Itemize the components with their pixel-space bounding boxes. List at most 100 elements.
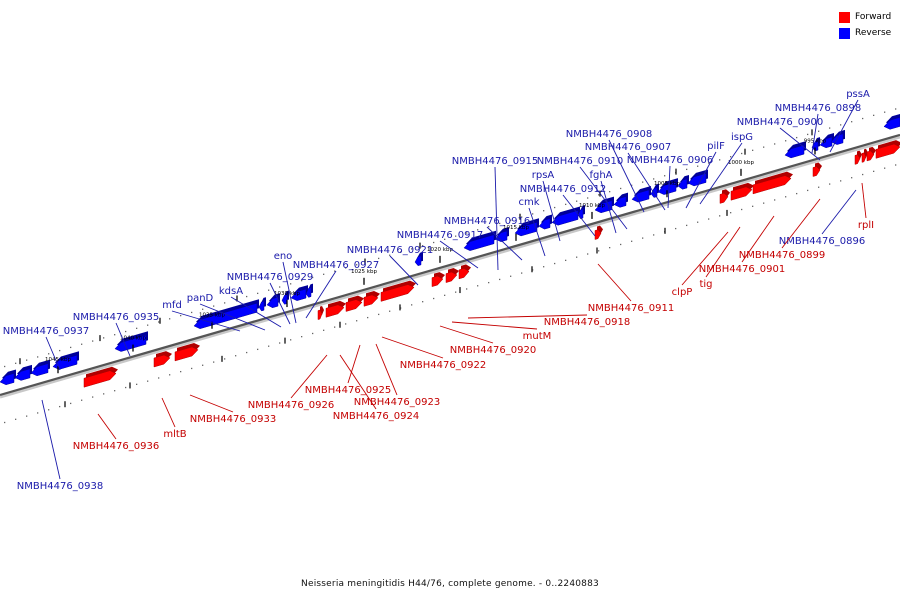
reverse-row-dot bbox=[312, 276, 314, 279]
forward-row-dot bbox=[840, 180, 842, 182]
scale-tick-label: 1015 kbp bbox=[503, 225, 529, 231]
backbone-line bbox=[0, 133, 900, 397]
forward-gene-label: NMBH4476_0911 bbox=[588, 263, 674, 314]
svg-text:NMBH4476_0910: NMBH4476_0910 bbox=[537, 156, 623, 167]
forward-row-dot bbox=[444, 294, 446, 296]
forward-row-dot bbox=[763, 202, 765, 204]
reverse-row-dot bbox=[147, 324, 149, 326]
reverse-row-dot bbox=[26, 359, 28, 361]
forward-row-dot bbox=[202, 364, 204, 366]
forward-row-dot bbox=[356, 320, 358, 322]
reverse-swatch bbox=[839, 27, 850, 39]
forward-gene-label: clpP bbox=[672, 231, 729, 298]
reverse-row-dot bbox=[180, 314, 182, 317]
svg-text:NMBH4476_0908: NMBH4476_0908 bbox=[566, 129, 652, 140]
reverse-row-dot bbox=[125, 330, 127, 333]
svg-text:NMBH4476_0921: NMBH4476_0921 bbox=[347, 245, 433, 256]
reverse-gene-label: mfd bbox=[162, 300, 241, 332]
reverse-row-dot bbox=[598, 194, 600, 196]
reverse-gene-label: eno bbox=[274, 251, 297, 324]
reverse-gene-label: NMBH4476_0896 bbox=[779, 189, 865, 247]
forward-row-dot bbox=[103, 393, 105, 395]
forward-row-dot bbox=[411, 304, 413, 306]
reverse-row-dot bbox=[840, 124, 842, 126]
reverse-gene-arrow bbox=[677, 174, 689, 190]
reverse-gene-arrow bbox=[258, 297, 266, 312]
forward-row-dot bbox=[455, 291, 457, 293]
forward-gene-label: NMBH4476_0923 bbox=[354, 343, 440, 408]
forward-gene-label: NMBH4476_0918 bbox=[467, 314, 630, 328]
reverse-gene-label: NMBH4476_0929 bbox=[227, 272, 313, 325]
reverse-row-dot bbox=[609, 190, 611, 193]
reverse-row-dot bbox=[345, 267, 347, 269]
forward-row-dot bbox=[686, 224, 688, 227]
svg-text:NMBH4476_0920: NMBH4476_0920 bbox=[450, 345, 536, 356]
svg-text:NMBH4476_0898: NMBH4476_0898 bbox=[775, 103, 861, 114]
forward-row-dot bbox=[257, 348, 259, 351]
reverse-row-dot bbox=[576, 200, 578, 202]
svg-text:NMBH4476_0927: NMBH4476_0927 bbox=[293, 260, 379, 271]
forward-gene-label: rplI bbox=[858, 182, 874, 231]
forward-gene-label: mltB bbox=[161, 397, 187, 440]
forward-gene-arrow bbox=[594, 225, 603, 240]
reverse-row-dot bbox=[543, 210, 545, 212]
reverse-row-dot bbox=[59, 349, 61, 352]
reverse-row-dot bbox=[70, 346, 72, 349]
forward-row-dot bbox=[158, 377, 160, 379]
forward-gene-arrow bbox=[83, 366, 118, 388]
reverse-row-dot bbox=[807, 133, 809, 136]
reverse-row-dot bbox=[290, 283, 292, 285]
reverse-gene-arrow bbox=[494, 226, 509, 242]
reverse-gene-label: NMBH4476_0907 bbox=[585, 142, 671, 211]
reverse-row-dot bbox=[422, 245, 424, 247]
reverse-gene-label: pssA bbox=[829, 89, 870, 153]
reverse-gene-arrow bbox=[538, 214, 552, 230]
reverse-row-dot bbox=[114, 334, 116, 336]
reverse-gene-arrow bbox=[0, 369, 16, 386]
svg-text:NMBH4476_0935: NMBH4476_0935 bbox=[73, 312, 159, 323]
reverse-row-dot bbox=[719, 159, 721, 161]
forward-gene-label: NMBH4476_0936 bbox=[73, 413, 159, 452]
scale-tick-label: 1020 kbp bbox=[427, 247, 453, 253]
forward-row-dot bbox=[136, 383, 138, 385]
forward-row-dot bbox=[510, 275, 512, 277]
reverse-gene-label: NMBH4476_0927 bbox=[293, 260, 379, 319]
forward-gene-arrow bbox=[866, 146, 876, 162]
forward-row-dot bbox=[466, 288, 468, 290]
scale-tick-label: 1035 kbp bbox=[199, 313, 225, 319]
forward-row-dot bbox=[587, 253, 589, 255]
reverse-row-dot bbox=[532, 213, 534, 215]
reverse-gene-label: kdsA bbox=[219, 286, 282, 328]
map-caption: Neisseria meningitidis H44/76, complete … bbox=[301, 579, 599, 589]
forward-row-dot bbox=[895, 164, 897, 166]
reverse-gene-arrow bbox=[463, 230, 496, 251]
forward-row-dot bbox=[191, 367, 193, 370]
forward-gene-label: NMBH4476_0922 bbox=[381, 336, 486, 371]
forward-row-dot bbox=[884, 167, 886, 169]
reverse-gene-label: cmk bbox=[518, 197, 546, 257]
svg-text:NMBH4476_0923: NMBH4476_0923 bbox=[354, 397, 440, 408]
reverse-gene-arrow bbox=[784, 141, 806, 159]
scale-ticks: 1045 kbp 1040 kbp 1035 kbp 1030 kbp 1025 kbp… bbox=[45, 138, 827, 374]
reverse-row-dot bbox=[213, 305, 215, 307]
reverse-gene-arrow bbox=[811, 137, 820, 152]
reverse-gene-arrow bbox=[52, 351, 79, 370]
reverse-gene-arrow bbox=[631, 185, 651, 203]
forward-swatch bbox=[839, 11, 850, 23]
reverse-row-dot bbox=[829, 127, 831, 129]
forward-row-dot bbox=[290, 339, 292, 341]
scale-tick-label: 1010 kbp bbox=[579, 203, 605, 209]
reverse-row-dot bbox=[334, 270, 336, 272]
reverse-row-dot bbox=[279, 286, 281, 288]
forward-gene-label: NMBH4476_0925 bbox=[305, 344, 391, 396]
reverse-row-dot bbox=[895, 108, 897, 110]
forward-row-dot bbox=[774, 199, 776, 201]
forward-gene-arrow bbox=[875, 140, 900, 159]
reverse-gene-label: NMBH4476_0917 bbox=[397, 230, 483, 269]
svg-text:NMBH4476_0936: NMBH4476_0936 bbox=[73, 441, 159, 452]
reverse-gene-label: NMBH4476_0916 bbox=[444, 216, 530, 261]
reverse-gene-label: NMBH4476_0898 bbox=[775, 103, 861, 154]
svg-text:kdsA: kdsA bbox=[219, 286, 243, 297]
svg-text:NMBH4476_0900: NMBH4476_0900 bbox=[737, 117, 823, 128]
forward-row-dot bbox=[323, 329, 325, 331]
